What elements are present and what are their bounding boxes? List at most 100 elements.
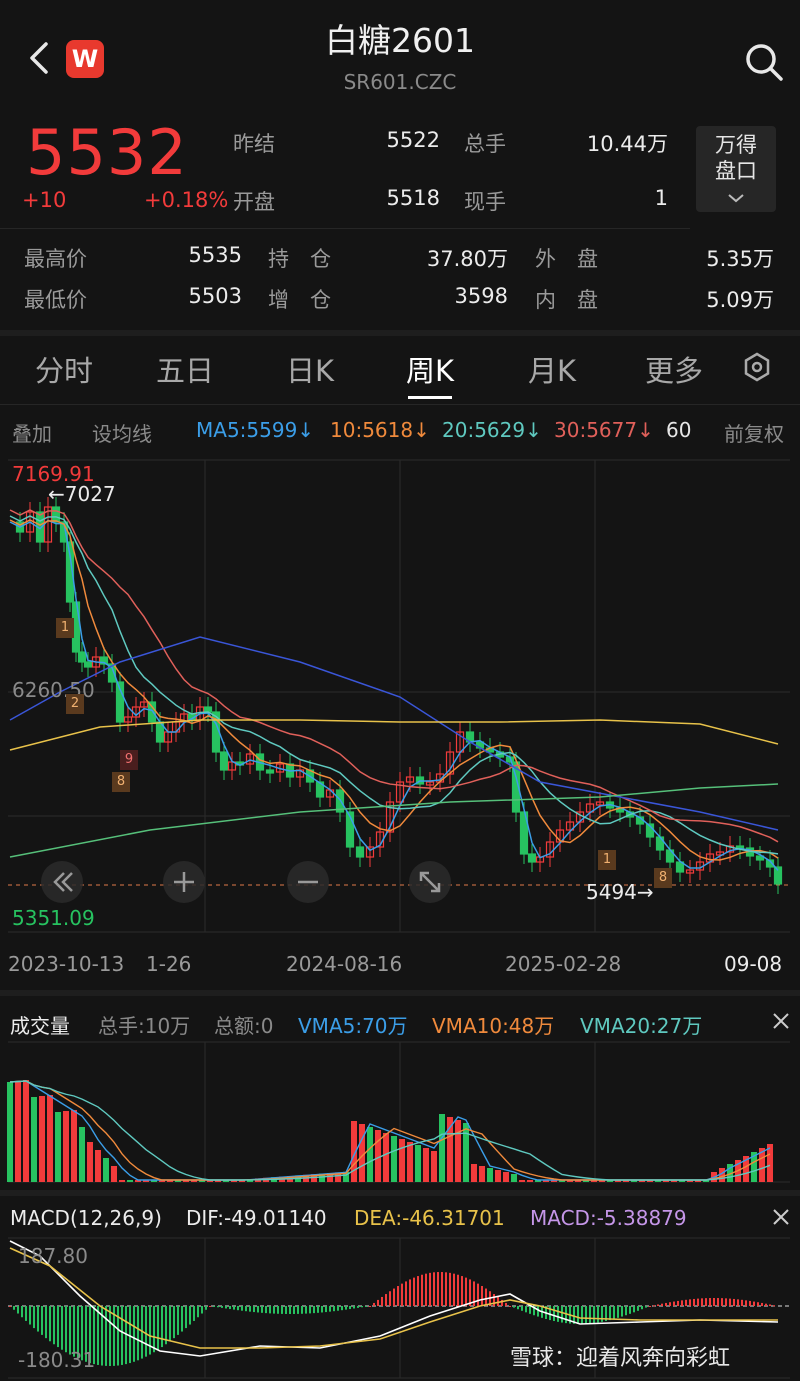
macd-bar xyxy=(181,1306,183,1332)
back-icon[interactable] xyxy=(24,38,54,78)
section-divider xyxy=(0,330,800,336)
candle-body xyxy=(355,846,365,858)
macd-bar xyxy=(329,1306,331,1312)
macd-bar xyxy=(93,1306,95,1365)
macd-bar xyxy=(257,1306,259,1313)
candle-body xyxy=(123,716,133,723)
macd-bar xyxy=(157,1306,159,1350)
tab-intraday[interactable]: 分时 xyxy=(34,354,93,388)
macd-bar xyxy=(577,1306,579,1324)
tab-daily-k[interactable]: 日K xyxy=(285,354,335,388)
volume-bar xyxy=(335,1172,341,1182)
current-hands-label: 现手 xyxy=(464,190,506,214)
candle-body xyxy=(755,855,765,861)
macd-value: MACD:-5.38879 xyxy=(530,1206,687,1230)
close-icon[interactable] xyxy=(770,1010,792,1032)
macd-bar xyxy=(81,1306,83,1361)
macd-bar xyxy=(681,1300,683,1306)
ma5-line xyxy=(9,519,779,871)
volume-title[interactable]: 成交量 xyxy=(10,1014,70,1038)
macd-bar xyxy=(629,1306,631,1314)
macd-bar xyxy=(89,1306,91,1364)
ma60-value: 60 xyxy=(666,418,692,442)
macd-bar xyxy=(61,1306,63,1350)
macd-bar xyxy=(137,1306,139,1361)
volume-bar xyxy=(447,1117,453,1182)
macd-bar xyxy=(369,1306,371,1307)
dif-line xyxy=(9,1240,779,1357)
macd-bar xyxy=(417,1276,419,1306)
close-icon[interactable] xyxy=(770,1206,792,1228)
tab-monthly-k[interactable]: 月K xyxy=(527,354,577,388)
candle-body xyxy=(385,801,395,833)
search-icon[interactable] xyxy=(742,40,786,84)
macd-bar xyxy=(721,1298,723,1306)
candle-body xyxy=(115,681,125,723)
zoom-in-icon[interactable] xyxy=(162,860,206,904)
tab-five-day[interactable]: 五日 xyxy=(155,354,214,388)
open-value: 5518 xyxy=(386,186,440,210)
macd-bar xyxy=(693,1298,695,1306)
macd-bar xyxy=(97,1306,99,1365)
macd-bar xyxy=(17,1306,19,1314)
section-divider xyxy=(0,990,800,996)
macd-bar xyxy=(665,1302,667,1306)
macd-bar xyxy=(729,1298,731,1306)
ma120-line xyxy=(9,719,779,751)
signal-badge: 1 xyxy=(598,850,616,870)
set-ma-button[interactable]: 设均线 xyxy=(92,422,152,446)
volume-bar xyxy=(695,1180,701,1182)
candle-body xyxy=(365,846,375,858)
volume-bar xyxy=(495,1170,501,1182)
vma20-line xyxy=(9,1080,771,1181)
candle-body xyxy=(147,701,157,723)
volume-bar xyxy=(119,1180,125,1182)
macd-bar xyxy=(9,1306,11,1307)
outer-label: 外 盘 xyxy=(535,247,598,271)
current-hands-value: 1 xyxy=(654,186,668,210)
tab-weekly-k[interactable]: 周K xyxy=(405,354,455,388)
macd-bar xyxy=(581,1306,583,1324)
macd-bar xyxy=(33,1306,35,1329)
watermark: 雪球：迎着风奔向彩虹 xyxy=(510,1346,731,1371)
macd-bar xyxy=(145,1306,147,1357)
zoom-out-icon[interactable] xyxy=(286,860,330,904)
wind-logo-icon[interactable]: W xyxy=(66,40,104,78)
settings-icon[interactable] xyxy=(740,350,774,384)
axis-top-label: 7169.91 xyxy=(12,462,95,486)
total-hands-label: 总手 xyxy=(464,132,506,156)
volume-bar xyxy=(551,1180,557,1182)
kline-chart[interactable]: 7169.91 6260.50 5351.09 ←7027 5494→ 1 2 … xyxy=(0,452,800,942)
macd-bar xyxy=(493,1294,495,1306)
macd-bottom-label: -180.31 xyxy=(18,1348,96,1372)
inner-value: 5.09万 xyxy=(706,288,774,312)
macd-bar xyxy=(649,1306,651,1307)
macd-bar xyxy=(557,1306,559,1322)
macd-chart[interactable]: 187.80 -180.31 xyxy=(0,1236,800,1381)
macd-bar xyxy=(633,1306,635,1313)
candle-body xyxy=(765,859,775,868)
outer-value: 5.35万 xyxy=(706,247,774,271)
macd-title[interactable]: MACD(12,26,9) xyxy=(10,1206,162,1230)
macd-bar xyxy=(621,1306,623,1317)
macd-bar xyxy=(745,1300,747,1306)
overlay-button[interactable]: 叠加 xyxy=(12,422,52,446)
volume-bar xyxy=(655,1180,661,1182)
macd-bar xyxy=(69,1306,71,1355)
fullscreen-icon[interactable] xyxy=(408,860,452,904)
adjust-button[interactable]: 前复权 xyxy=(724,422,784,446)
macd-bar xyxy=(125,1306,127,1365)
macd-bar xyxy=(189,1306,191,1325)
low-label: 最低价 xyxy=(24,288,87,312)
date-label: 09-08 xyxy=(724,952,783,976)
macd-bar xyxy=(205,1306,207,1310)
volume-chart[interactable] xyxy=(0,1040,800,1185)
macd-bar xyxy=(393,1288,395,1306)
tab-more[interactable]: 更多 xyxy=(644,354,703,388)
wind-orderbook-button[interactable]: 万得 盘口 xyxy=(696,126,776,212)
volume-bar xyxy=(743,1156,749,1182)
macd-bar xyxy=(349,1306,351,1310)
candle-body xyxy=(245,753,255,765)
scroll-left-icon[interactable] xyxy=(40,860,84,904)
macd-bar xyxy=(105,1306,107,1366)
